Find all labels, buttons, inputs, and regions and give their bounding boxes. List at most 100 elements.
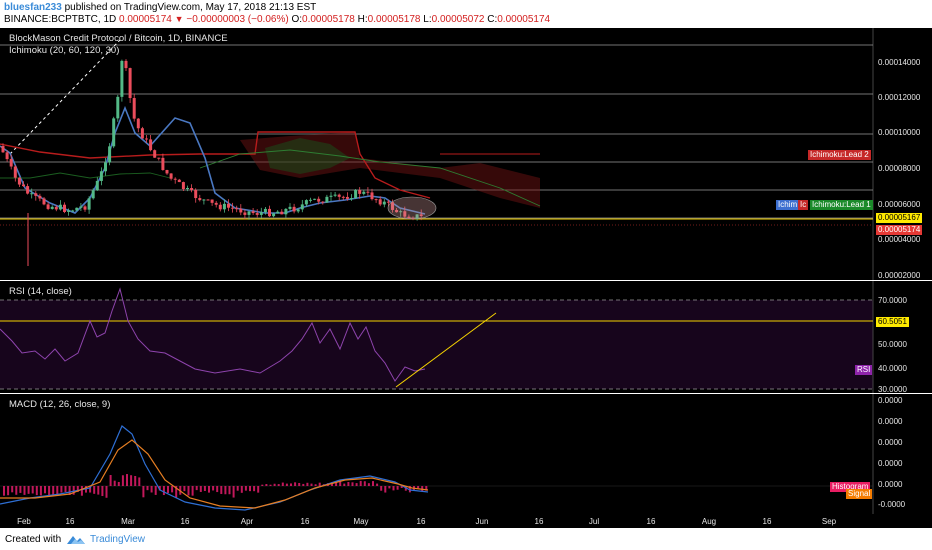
rsi-axis-label: 40.0000 [878, 364, 907, 373]
candle-body [112, 118, 116, 147]
tradingview-brand[interactable]: TradingView [90, 534, 146, 545]
high-value: 0.00005178 [367, 14, 421, 25]
candle-body [243, 212, 247, 215]
symbol-line: BINANCE:BCPTBTC, 1D 0.00005174 ▼ −0.0000… [4, 14, 550, 25]
candle-body [46, 204, 50, 209]
histogram-bar [199, 486, 202, 492]
histogram-bar [216, 486, 219, 493]
candle-body [239, 208, 243, 213]
histogram-bar [417, 486, 420, 489]
histogram-bar [80, 486, 83, 496]
ichim-tag: Ichim [776, 200, 800, 210]
candle-body [407, 216, 411, 219]
histogram-bar [290, 483, 292, 486]
time-axis-label: Aug [702, 517, 716, 526]
histogram-bar [306, 482, 309, 486]
candle-body [321, 201, 325, 203]
candle-body [71, 210, 75, 212]
candle-body [34, 193, 38, 196]
candle-body [362, 191, 366, 194]
last-price: 0.00005174 [119, 14, 172, 25]
candle-body [149, 139, 153, 151]
histogram-bar [101, 486, 104, 497]
macd-chart-canvas[interactable]: 0.0000 0.0000 0.0000 0.0000 0.0000 -0.0000 [0, 394, 932, 514]
histogram-bar [421, 486, 424, 491]
created-with-text: Created with [5, 534, 62, 545]
histogram-bar [187, 486, 190, 496]
histogram-bar [97, 486, 100, 495]
histogram-bar [253, 486, 256, 492]
price-axis-label: 0.00004000 [878, 235, 921, 244]
high-label: H: [357, 14, 368, 25]
candle-body [251, 211, 255, 214]
candle-body [345, 196, 349, 199]
histogram-bar [154, 486, 157, 495]
candle-body [378, 199, 382, 205]
histogram-bar [158, 486, 161, 491]
candle-body [5, 152, 9, 160]
rsi-panel[interactable]: 70.0000 50.0000 40.0000 30.0000 RSI (14, cl… [0, 281, 932, 393]
histogram-bar [310, 483, 313, 486]
price-change: −0.00000003 (−0.06%) [186, 14, 289, 25]
histogram-bar [195, 486, 198, 491]
candle-body [276, 211, 280, 214]
macd-axis-label: 0.0000 [878, 438, 903, 447]
histogram-bar [347, 482, 350, 486]
price-axis-label: 0.00012000 [878, 93, 921, 102]
candle-body [177, 179, 181, 183]
histogram-bar [277, 484, 280, 486]
price-chart-canvas[interactable]: 0.00014000 0.00012000 0.00010000 0.00008000… [0, 28, 932, 280]
price-panel[interactable]: 0.00014000 0.00012000 0.00010000 0.00008000… [0, 28, 932, 280]
histogram-bar [257, 486, 260, 493]
histogram-bar [224, 486, 227, 495]
histogram-bar [150, 486, 153, 493]
histogram-bar [212, 486, 215, 491]
price-axis-label: 0.00014000 [878, 58, 921, 67]
price-tag-red: 0.00005174 [876, 225, 923, 235]
candle-body [132, 98, 136, 119]
low-label: L: [423, 14, 432, 25]
ichimoku-label[interactable]: Ichimoku (20, 60, 120, 30) [9, 45, 120, 56]
price-axis-label: 0.00002000 [878, 271, 921, 280]
histogram-bar [220, 486, 223, 494]
histogram-bar [281, 482, 284, 486]
histogram-bar [171, 486, 174, 493]
chikou-line [0, 172, 171, 179]
candle-body [165, 169, 169, 174]
rsi-chart-canvas[interactable]: 70.0000 50.0000 40.0000 30.0000 [0, 281, 932, 393]
time-axis[interactable]: Feb 16 Mar 16 Apr 16 May 16 Jun 16 Jul 16 Aug 16 Sep [0, 514, 932, 528]
kijun-line [0, 131, 431, 199]
candle-body [124, 60, 128, 69]
candle-body [259, 212, 263, 215]
rsi-axis-label: 70.0000 [878, 296, 907, 305]
macd-panel[interactable]: 0.0000 0.0000 0.0000 0.0000 0.0000 -0.0000 MA… [0, 394, 932, 514]
histogram-bar [355, 483, 358, 486]
candle-body [358, 190, 362, 194]
ichimoku-cloud-red [240, 132, 540, 208]
macd-axis-label: 0.0000 [878, 417, 903, 426]
histogram-bar [113, 480, 116, 486]
time-axis-label: 16 [301, 517, 310, 526]
candle-body [206, 199, 210, 201]
rsi-label[interactable]: RSI (14, close) [9, 286, 72, 297]
candle-body [153, 150, 157, 158]
rsi-axis-label: 30.0000 [878, 385, 907, 393]
candle-body [173, 178, 177, 180]
candle-body [30, 193, 34, 195]
candle-body [382, 201, 386, 205]
ichimoku-cloud-green [265, 138, 350, 174]
candle-body [300, 204, 304, 210]
histogram-bar [19, 486, 22, 493]
macd-label[interactable]: MACD (12, 26, close, 9) [9, 399, 111, 410]
candle-body [186, 187, 189, 190]
histogram-bar [183, 486, 186, 492]
macd-line [0, 425, 429, 511]
candle-body [169, 173, 173, 179]
candle-body [87, 198, 91, 210]
candle-body [288, 206, 292, 209]
candle-body [26, 186, 30, 194]
histogram-bar [359, 480, 362, 486]
histogram-bar [339, 480, 342, 486]
username-link[interactable]: bluesfan233 [4, 2, 62, 13]
histogram-bar [48, 486, 51, 496]
